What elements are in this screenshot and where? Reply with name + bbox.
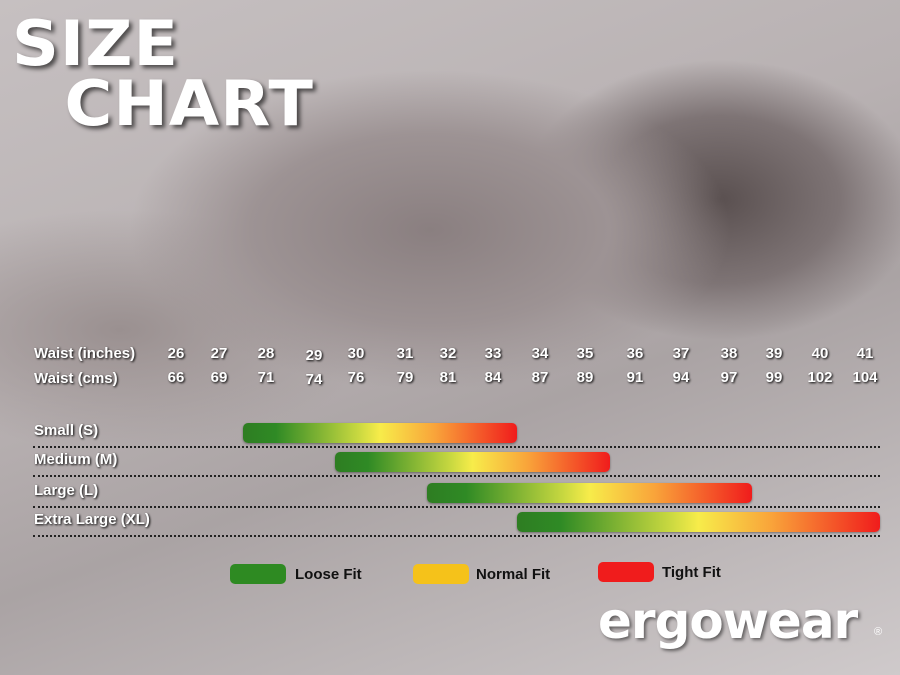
tick-inches: 37 <box>672 345 690 362</box>
tick-cms: 79 <box>396 369 414 386</box>
waist-inches-label: Waist (inches) <box>34 345 136 362</box>
legend-label: Tight Fit <box>662 564 721 581</box>
size-label: Medium (M) <box>34 451 118 468</box>
tick-inches: 26 <box>167 345 185 362</box>
tick-inches: 39 <box>765 345 783 362</box>
size-bar-0 <box>242 423 517 443</box>
row-divider <box>33 506 880 508</box>
tick-cms: 76 <box>347 369 365 386</box>
tick-cms: 84 <box>484 369 502 386</box>
size-label: Extra Large (XL) <box>34 511 150 528</box>
tick-cms: 104 <box>852 369 878 386</box>
row-divider <box>33 475 880 477</box>
tick-cms: 74 <box>305 371 323 388</box>
size-label: Large (L) <box>34 482 99 499</box>
legend-label: Loose Fit <box>295 566 362 583</box>
size-bar-2 <box>426 483 752 503</box>
tick-inches: 35 <box>576 345 594 362</box>
tick-inches: 38 <box>720 345 738 362</box>
tick-inches: 34 <box>531 345 549 362</box>
tick-cms: 89 <box>576 369 594 386</box>
tick-cms: 66 <box>167 369 185 386</box>
size-bar-3 <box>516 512 880 532</box>
title-line-2: CHART <box>64 67 315 140</box>
tick-cms: 81 <box>439 369 457 386</box>
size-label: Small (S) <box>34 422 99 439</box>
tick-inches: 31 <box>396 345 414 362</box>
page-title: SIZE CHART <box>12 7 315 140</box>
tick-cms: 102 <box>807 369 833 386</box>
tick-inches: 32 <box>439 345 457 362</box>
tick-inches: 28 <box>257 345 275 362</box>
tick-inches: 40 <box>811 345 829 362</box>
tick-inches: 36 <box>626 345 644 362</box>
tick-inches: 33 <box>484 345 502 362</box>
tick-inches: 27 <box>210 345 228 362</box>
tick-cms: 71 <box>257 369 275 386</box>
tick-cms: 91 <box>626 369 644 386</box>
tick-cms: 99 <box>765 369 783 386</box>
tick-inches: 29 <box>305 347 323 364</box>
tick-inches: 41 <box>856 345 874 362</box>
legend-swatch <box>230 564 286 584</box>
row-divider <box>33 535 880 537</box>
tick-cms: 69 <box>210 369 228 386</box>
size-bar-1 <box>335 452 610 472</box>
waist-cms-label: Waist (cms) <box>34 370 118 387</box>
tick-cms: 97 <box>720 369 738 386</box>
registered-mark: ® <box>874 626 883 638</box>
tick-cms: 94 <box>672 369 690 386</box>
title-line-1: SIZE <box>12 7 179 80</box>
tick-cms: 87 <box>531 369 549 386</box>
tick-inches: 30 <box>347 345 365 362</box>
legend-label: Normal Fit <box>476 566 551 583</box>
legend-swatch <box>598 562 654 582</box>
row-divider <box>33 446 880 448</box>
legend-swatch <box>413 564 469 584</box>
ergowear-logo: ergowear <box>598 592 858 650</box>
